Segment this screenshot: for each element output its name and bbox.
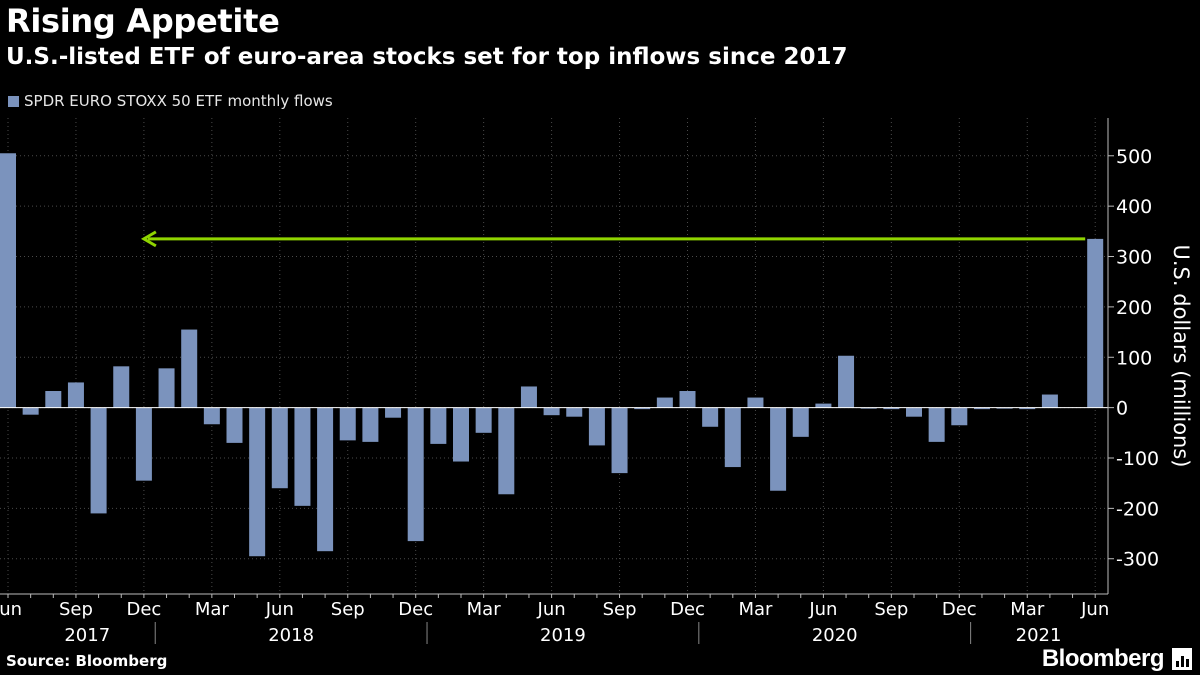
bar bbox=[22, 407, 39, 415]
chart-title: Rising Appetite bbox=[6, 2, 280, 40]
x-month-label: Dec bbox=[942, 599, 977, 620]
bar bbox=[724, 407, 741, 468]
bar bbox=[543, 407, 560, 416]
bar bbox=[430, 407, 447, 444]
bar bbox=[203, 407, 220, 425]
bar bbox=[1041, 394, 1058, 408]
bar bbox=[294, 407, 311, 506]
bar bbox=[475, 407, 492, 433]
bar bbox=[1087, 238, 1104, 408]
bar bbox=[226, 407, 243, 443]
bar bbox=[951, 407, 968, 426]
x-month-label: Jun bbox=[1080, 599, 1109, 620]
x-month-label: Jun bbox=[537, 599, 566, 620]
x-month-label: Jun bbox=[0, 599, 22, 620]
legend: SPDR EURO STOXX 50 ETF monthly flows bbox=[8, 92, 333, 110]
x-month-label: Jun bbox=[265, 599, 294, 620]
bar bbox=[135, 407, 152, 481]
bar bbox=[181, 329, 198, 408]
bar bbox=[113, 366, 130, 408]
bar bbox=[679, 391, 696, 408]
bar bbox=[271, 407, 288, 489]
x-month-label: Dec bbox=[398, 599, 433, 620]
x-year-label: 2019 bbox=[540, 625, 586, 646]
bar bbox=[611, 407, 628, 474]
bar bbox=[90, 407, 107, 514]
bar bbox=[453, 407, 469, 462]
y-tick-label: 200 bbox=[1116, 297, 1152, 319]
bar bbox=[67, 382, 84, 408]
x-month-label: Dec bbox=[670, 599, 705, 620]
bar bbox=[928, 407, 945, 442]
bar bbox=[520, 386, 537, 408]
legend-label: SPDR EURO STOXX 50 ETF monthly flows bbox=[24, 92, 333, 110]
y-tick-label: -300 bbox=[1116, 549, 1159, 571]
x-month-label: Mar bbox=[467, 599, 502, 620]
x-month-label: Sep bbox=[59, 599, 93, 620]
bar bbox=[339, 407, 356, 441]
y-tick-label: 100 bbox=[1116, 347, 1152, 369]
x-month-label: Sep bbox=[331, 599, 365, 620]
x-year-label: 2021 bbox=[1016, 625, 1062, 646]
bloomberg-chart-icon bbox=[1172, 648, 1192, 670]
x-month-label: Mar bbox=[738, 599, 773, 620]
bar bbox=[973, 407, 990, 410]
bar bbox=[634, 407, 651, 410]
bar bbox=[906, 407, 922, 417]
bar bbox=[249, 407, 266, 557]
bar bbox=[45, 391, 62, 408]
x-month-label: Sep bbox=[874, 599, 908, 620]
x-month-label: Sep bbox=[603, 599, 637, 620]
legend-swatch bbox=[8, 95, 19, 107]
bar bbox=[158, 368, 175, 408]
brand-name: Bloomberg bbox=[1041, 645, 1165, 672]
bar bbox=[498, 407, 515, 495]
bar bbox=[1019, 407, 1036, 410]
bar bbox=[815, 403, 832, 408]
bar bbox=[860, 407, 877, 409]
annotation-arrow-head bbox=[140, 230, 157, 248]
bar bbox=[0, 153, 16, 408]
bar bbox=[996, 407, 1013, 409]
y-tick-label: -200 bbox=[1116, 498, 1159, 520]
bar bbox=[883, 407, 900, 410]
y-tick-label: -100 bbox=[1116, 448, 1159, 470]
bar bbox=[566, 407, 583, 417]
bar bbox=[747, 397, 764, 408]
bar bbox=[317, 407, 334, 552]
bar bbox=[362, 407, 379, 442]
bar bbox=[588, 407, 605, 446]
bar bbox=[702, 407, 719, 427]
chart-subtitle: U.S.-listed ETF of euro-area stocks set … bbox=[6, 44, 848, 70]
bar bbox=[656, 397, 673, 408]
y-tick-label: 400 bbox=[1116, 196, 1152, 218]
x-month-label: Dec bbox=[126, 599, 161, 620]
x-month-label: Mar bbox=[195, 599, 230, 620]
bloomberg-logo: Bloomberg bbox=[1042, 645, 1192, 673]
x-month-label: Jun bbox=[808, 599, 837, 620]
y-tick-label: 300 bbox=[1116, 247, 1152, 269]
y-tick-label: 500 bbox=[1116, 146, 1152, 168]
x-year-label: 2020 bbox=[812, 625, 858, 646]
y-axis-label: U.S. dollars (millions) bbox=[1169, 245, 1193, 468]
y-tick-label: 0 bbox=[1116, 398, 1128, 420]
x-month-label: Mar bbox=[1010, 599, 1045, 620]
bar bbox=[385, 407, 402, 418]
bar bbox=[792, 407, 809, 437]
bar bbox=[838, 355, 855, 408]
bar bbox=[407, 407, 424, 542]
x-year-label: 2017 bbox=[64, 625, 110, 646]
source-note: Source: Bloomberg bbox=[6, 652, 168, 670]
x-year-label: 2018 bbox=[268, 625, 314, 646]
bar bbox=[770, 407, 787, 491]
